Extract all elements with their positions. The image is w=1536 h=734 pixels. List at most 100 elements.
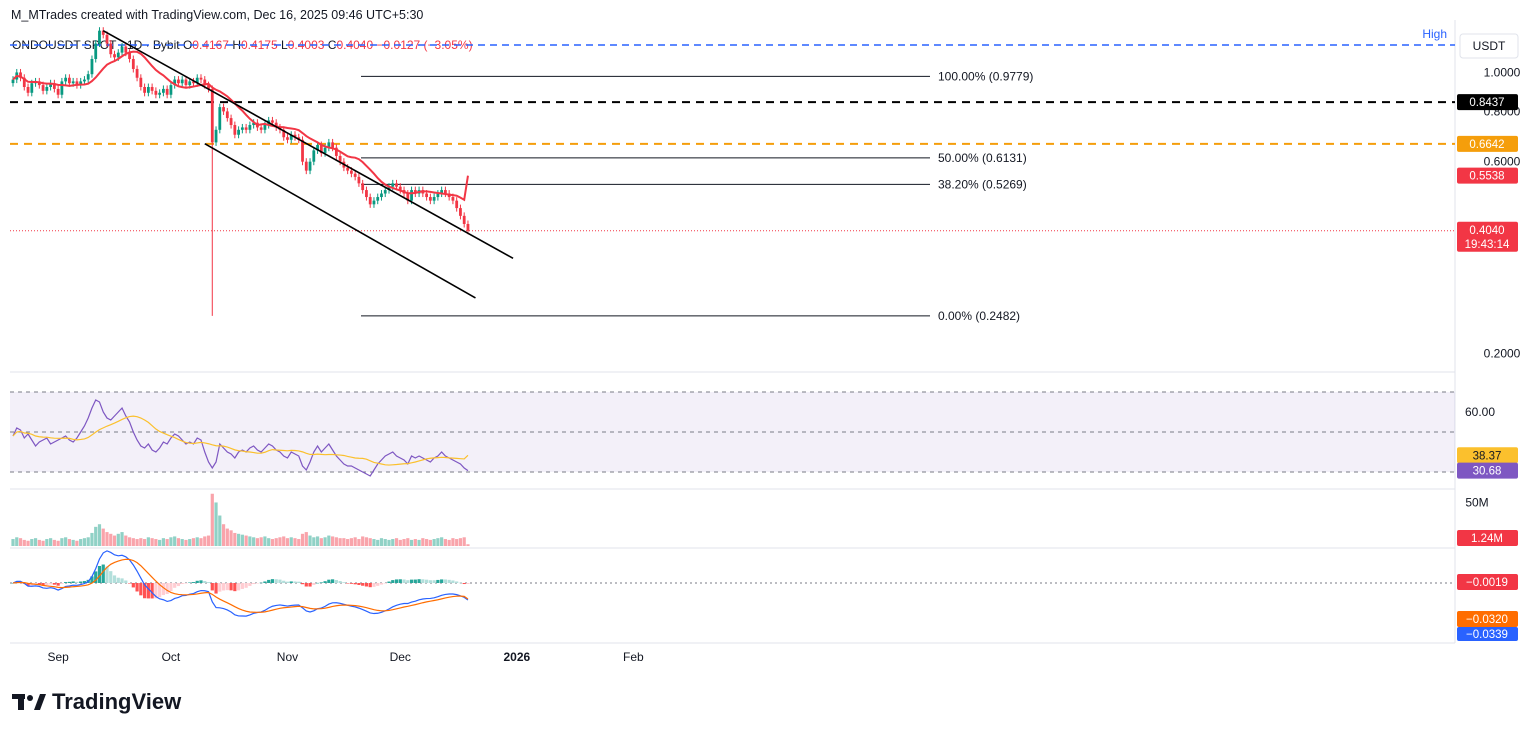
candle-body xyxy=(312,150,316,162)
volume-bar xyxy=(60,538,64,546)
macd-histogram-bar xyxy=(331,579,335,583)
macd-histogram-bar xyxy=(11,583,15,584)
macd-histogram-bar xyxy=(346,583,350,584)
currency-box[interactable] xyxy=(1459,33,1519,59)
candle-body xyxy=(316,145,319,151)
volume-bar xyxy=(327,535,331,546)
fibonacci-label: 0.00% (0.2482) xyxy=(938,309,1020,323)
candle-body xyxy=(263,125,267,130)
rsi-pane[interactable]: 60.00 xyxy=(10,391,1495,477)
volume-bar xyxy=(334,537,338,546)
macd-histogram-bar xyxy=(447,579,451,583)
level-tag-label: 0.8437 xyxy=(1469,97,1504,109)
macd-histogram-bar xyxy=(319,582,323,583)
volume-pane[interactable]: 50M xyxy=(11,493,1489,546)
macd-histogram-bar xyxy=(203,581,207,583)
price-pane[interactable]: 100.00% (0.9779) 50.00% (0.6131) 38.20% (0… xyxy=(10,27,1455,323)
candle-body xyxy=(323,147,327,154)
volume-bar xyxy=(210,493,214,546)
volume-bar xyxy=(154,539,158,546)
open-label: O xyxy=(182,38,193,52)
candle-body xyxy=(368,197,372,205)
time-tick-label: Feb xyxy=(623,650,644,664)
macd-histogram-bar xyxy=(49,583,53,585)
macd-histogram-bar xyxy=(75,581,79,583)
macd-histogram-bar xyxy=(229,583,233,591)
macd-histogram-bar xyxy=(41,583,45,586)
macd-histogram-bar xyxy=(338,581,342,583)
macd-histogram-bar xyxy=(285,581,290,583)
macd-histogram-bar xyxy=(79,581,83,583)
channel-trendline xyxy=(102,29,514,260)
macd-histogram-bar xyxy=(357,583,361,585)
author-line: M_MTrades created with TradingView.com, … xyxy=(11,8,424,22)
macd-histogram-bar xyxy=(248,583,252,586)
candle-body xyxy=(350,170,353,174)
candle-body xyxy=(391,183,395,187)
candle-body xyxy=(289,134,293,140)
macd-histogram-bar xyxy=(52,583,56,585)
candle-body xyxy=(214,129,218,143)
candle-body xyxy=(282,129,286,138)
macd-histogram-bar xyxy=(259,582,263,584)
candle-body xyxy=(346,167,350,171)
signal-tag-box xyxy=(1457,611,1518,627)
volume-bar xyxy=(237,533,241,546)
volume-bar xyxy=(41,540,45,546)
candle-body xyxy=(135,68,139,78)
candle-body xyxy=(428,197,432,201)
macd-histogram-bar xyxy=(409,579,414,583)
candle-body xyxy=(380,193,383,198)
macd-histogram-bar xyxy=(112,575,117,583)
macd-histogram-bar xyxy=(158,583,162,598)
macd-histogram-tag-label: −0.0019 xyxy=(1466,577,1508,589)
macd-histogram-bar xyxy=(406,580,410,583)
current-price-tag-label: 0.4040 xyxy=(1469,225,1504,237)
macd-histogram-bar xyxy=(308,583,312,587)
candle-body xyxy=(177,79,180,84)
rsi-ma-tag-label: 38.37 xyxy=(1473,450,1502,462)
candle-body xyxy=(286,137,289,140)
macd-pane[interactable] xyxy=(10,550,1455,617)
macd-histogram-bar xyxy=(289,581,293,583)
candle-body xyxy=(75,81,79,86)
macd-histogram-bar xyxy=(210,583,214,591)
macd-histogram-bar xyxy=(124,580,128,583)
candle-body xyxy=(440,190,444,194)
macd-histogram-bar xyxy=(221,583,226,591)
volume-bar xyxy=(22,539,26,546)
macd-histogram-bar xyxy=(349,583,353,584)
volume-bar xyxy=(240,534,244,546)
candle-body xyxy=(395,183,398,187)
macd-histogram-bar xyxy=(368,583,372,588)
macd-histogram-bar xyxy=(127,583,132,584)
macd-histogram-bar xyxy=(274,579,278,583)
low-label: L xyxy=(281,38,288,52)
volume-bar xyxy=(161,538,165,546)
candle-body xyxy=(68,77,71,84)
macd-histogram-bar xyxy=(428,580,432,583)
macd-histogram-bar xyxy=(191,582,196,583)
rsi-tag-box xyxy=(1457,462,1518,479)
current-price-tag-box xyxy=(1457,221,1518,252)
volume-bar xyxy=(323,537,327,546)
candle-body xyxy=(45,86,49,91)
candle-body xyxy=(459,208,462,216)
volume-bar xyxy=(443,539,447,546)
macd-histogram-bar xyxy=(188,582,192,584)
macd-histogram-bar xyxy=(225,583,229,591)
candle-body xyxy=(308,161,312,171)
volume-bar xyxy=(331,536,335,546)
candle-body xyxy=(22,77,26,87)
macd-histogram-bar xyxy=(398,579,402,583)
candle-body xyxy=(425,193,428,198)
rsi-tick-label: 60.00 xyxy=(1465,405,1495,419)
macd-histogram-bar xyxy=(120,578,124,583)
candle-body xyxy=(203,79,207,86)
candle-body xyxy=(83,79,86,82)
volume-bar xyxy=(15,537,19,546)
macd-histogram-bar xyxy=(45,583,49,586)
macd-histogram-bar xyxy=(240,583,244,589)
macd-histogram-bar xyxy=(131,583,135,588)
